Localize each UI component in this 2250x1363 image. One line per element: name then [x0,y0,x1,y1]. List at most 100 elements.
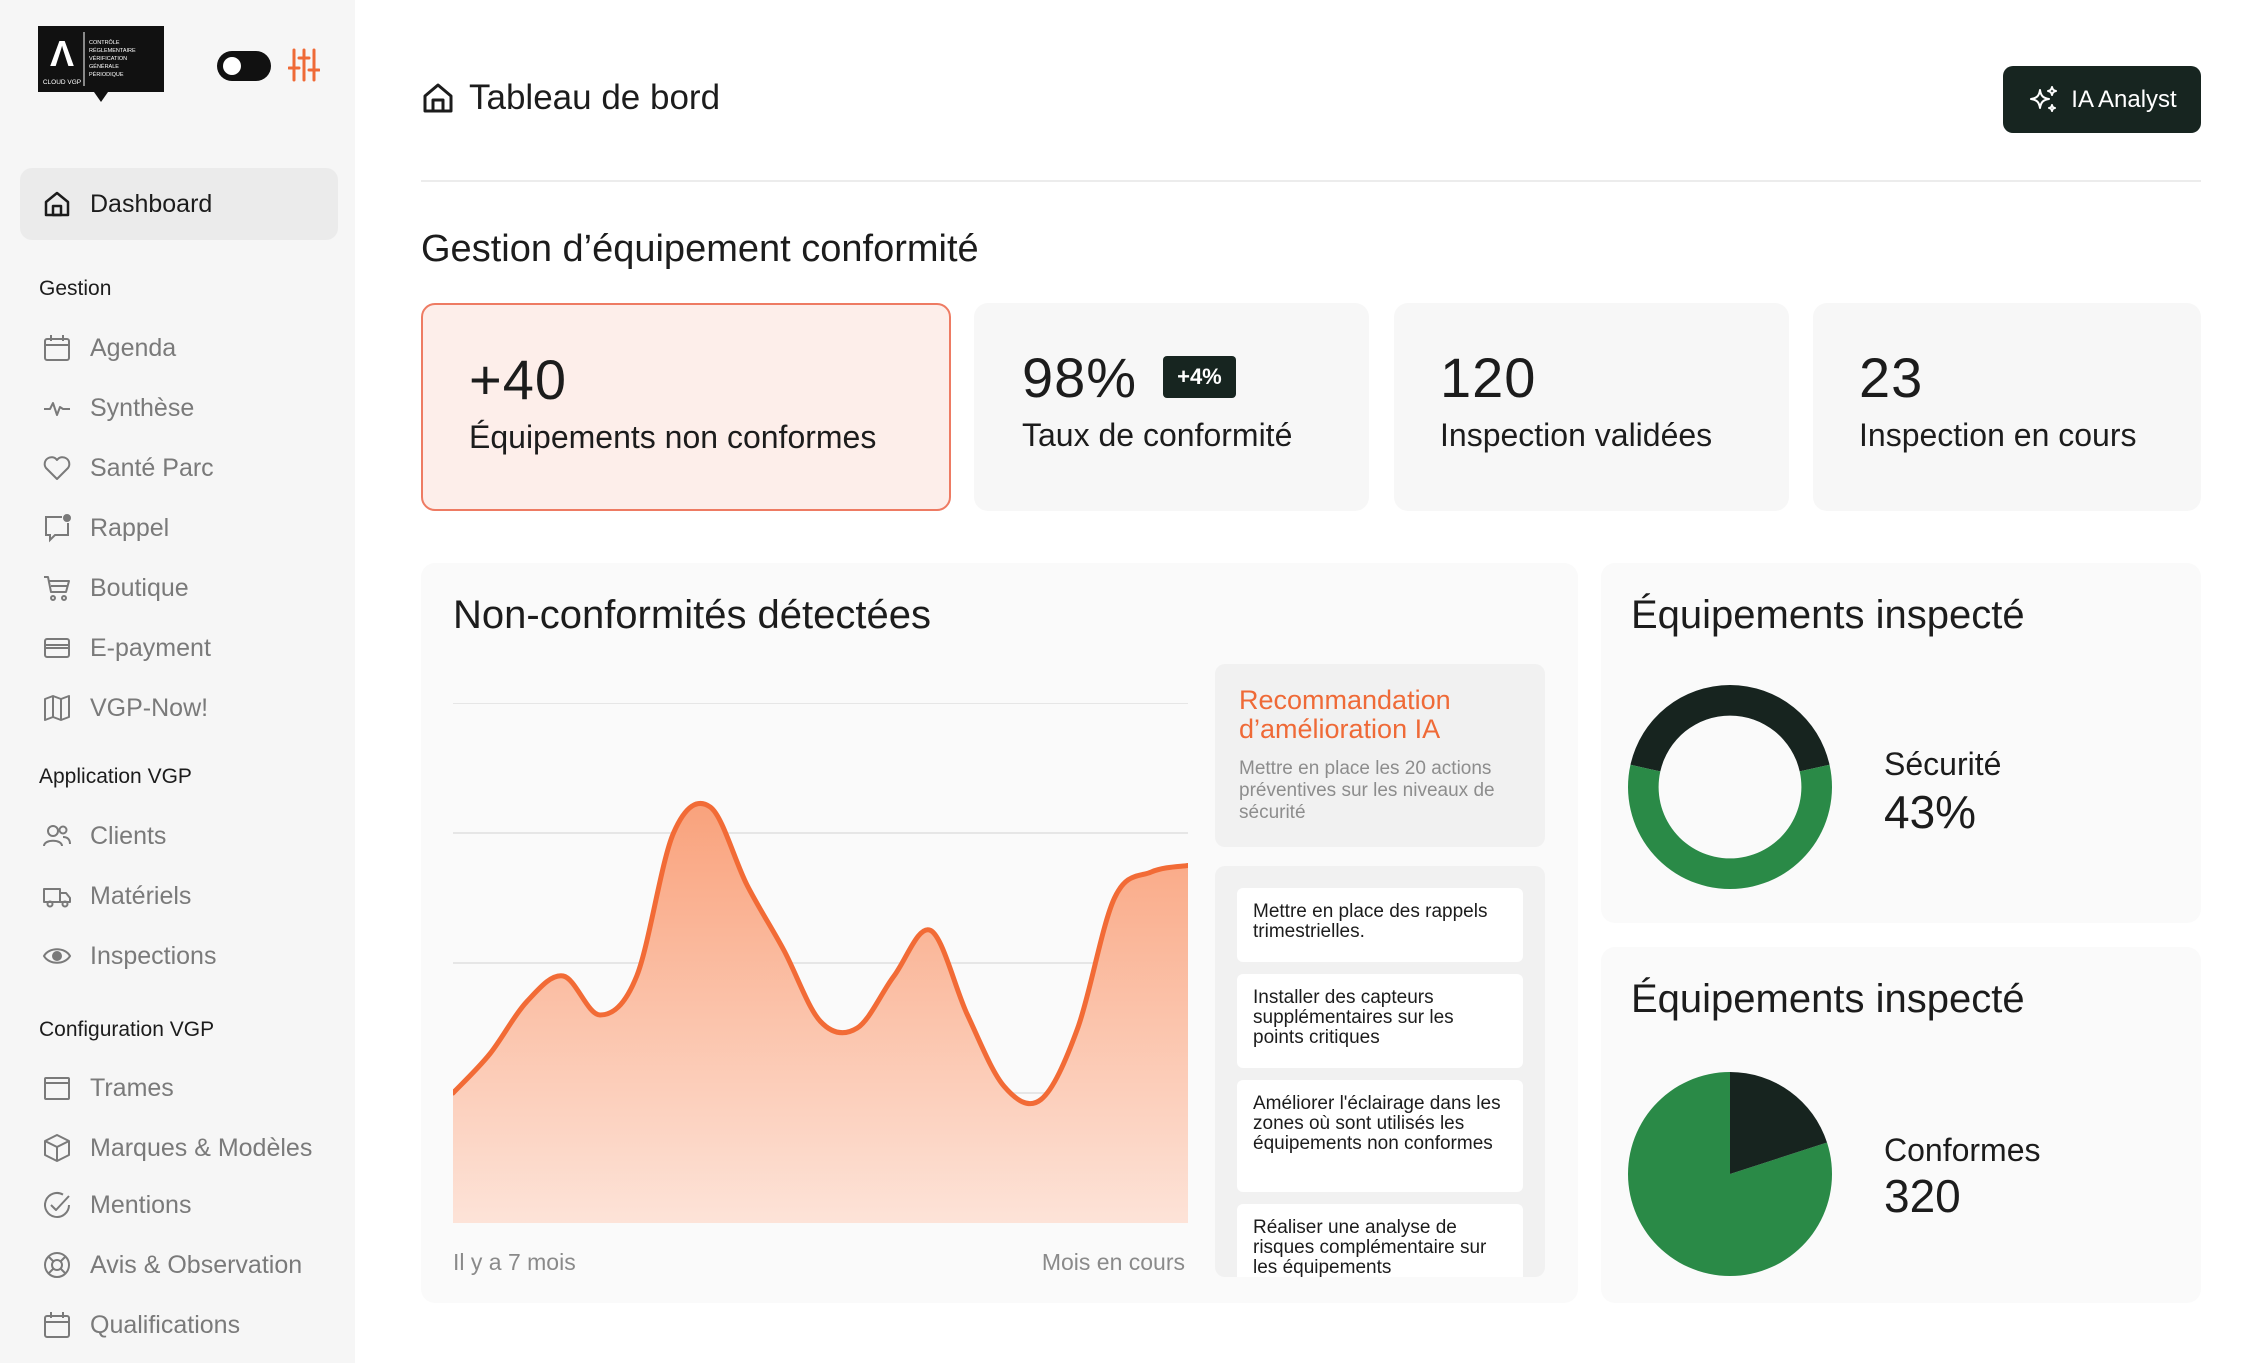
donut-label: Sécurité [1884,746,2002,782]
sidebar-item-label: Trames [90,1073,174,1102]
cart-icon [44,576,70,601]
kpi-card-inspections-validees[interactable]: 120 Inspection validées [1394,303,1789,511]
box-icon [44,1134,70,1162]
kpi-label: Inspection en cours [1859,417,2137,453]
sidebar-item-label: Mentions [90,1190,192,1219]
cloud-vgp-logo[interactable]: Λ CLOUD VGP CONTRÔLE RÉGLEMENTAIRE VÉRIF… [38,26,164,102]
sidebar-item-trames[interactable]: Trames [20,1060,338,1116]
sidebar-item-mentions[interactable]: Mentions [20,1177,338,1233]
sidebar-item-label: Qualifications [90,1310,241,1339]
non-conformites-area-chart [453,703,1188,1223]
kpi-label: Taux de conformité [1022,417,1293,453]
kpi-value: +40 [469,347,567,411]
sidebar-item-avis-observation[interactable]: Avis & Observation [20,1237,338,1293]
kpi-label: Équipements non conformes [469,419,877,455]
sidebar-item-label: E-payment [90,633,211,662]
sidebar-item-agenda[interactable]: Agenda [20,320,338,376]
chart-area [453,803,1188,1223]
conformes-pie-card: Équipements inspecté Conformes 320 [1601,947,2201,1303]
securite-donut-chart [1628,685,1832,889]
kpi-label: Inspection validées [1440,417,1713,453]
page-header: Tableau de bord [421,78,720,118]
heart-icon [43,456,71,480]
donut-slice-1 [1628,764,1832,889]
calendar-icon [44,1312,70,1338]
sidebar-item-label: Boutique [90,573,189,602]
sidebar-item-label: Rappel [90,513,170,542]
sidebar-item-label: Clients [90,821,167,850]
sidebar-item-label: Inspections [90,941,217,970]
sliders-icon[interactable] [288,48,320,82]
non-conformites-card: Non-conformités détectées Il y a 7 mois … [421,563,1578,1303]
sidebar-item-e-payment[interactable]: E-payment [20,620,338,676]
actions-list[interactable]: Mettre en place des rappels trimestriell… [1215,866,1545,1277]
sidebar-item-synthese[interactable]: Synthèse [20,380,338,436]
logo-letter: Λ [50,33,74,74]
credit-card-icon [44,638,70,658]
sidebar: Λ CLOUD VGP CONTRÔLE RÉGLEMENTAIRE VÉRIF… [0,0,355,1363]
svg-text:VÉRIFICATION: VÉRIFICATION [89,55,127,62]
users-icon [43,825,71,847]
calendar-icon [44,335,70,361]
kpi-card-non-conformes[interactable]: +40 Équipements non conformes [421,303,951,511]
kpi-badge: +4% [1163,356,1236,398]
kpi-card-taux-conformite[interactable]: 98% +4% Taux de conformité [974,303,1369,511]
pie-slice-1 [1730,1072,1828,1174]
svg-text:GÉNÉRALE: GÉNÉRALE [89,63,119,70]
section-title: Gestion d’équipement conformité [421,228,979,270]
home-icon [44,191,70,217]
activity-icon [44,402,70,416]
check-circle-icon [44,1192,70,1218]
nav-section-configuration-vgp: Configuration VGP [39,1018,215,1041]
conformes-pie-chart [1628,1072,1832,1276]
kpi-card-inspections-en-cours[interactable]: 23 Inspection en cours [1813,303,2201,511]
window-icon [44,1077,70,1100]
x-axis-start-label: Il y a 7 mois [453,1249,576,1275]
sidebar-item-label: Santé Parc [90,453,214,482]
chart-title: Non-conformités détectées [453,593,932,637]
chart-line [453,800,1188,1107]
sidebar-item-label: Avis & Observation [90,1250,303,1279]
svg-text:CONTRÔLE: CONTRÔLE [89,39,120,46]
sidebar-item-label: VGP-Now! [90,693,209,722]
kpi-value: 23 [1859,345,1924,409]
donut-value: 43% [1884,786,1977,838]
header-divider [421,180,2201,182]
pie-value: 320 [1884,1170,1961,1222]
sidebar-item-vgp-now[interactable]: VGP-Now! [20,680,338,736]
sidebar-item-materiels[interactable]: Matériels [20,868,338,924]
sidebar-item-dashboard[interactable]: Dashboard [20,168,338,240]
kpi-value: 98% [1022,345,1138,409]
theme-toggle[interactable] [217,51,271,81]
sidebar-item-rappel[interactable]: Rappel [20,500,338,556]
sidebar-item-label: Agenda [90,333,177,362]
pie-label: Conformes [1884,1132,2041,1168]
sidebar-item-sante-parc[interactable]: Santé Parc [20,440,338,496]
card-title: Équipements inspecté [1631,977,2025,1021]
sidebar-item-qualifications[interactable]: Qualifications [20,1297,338,1353]
logo-subtext: CLOUD VGP [43,79,81,86]
nav-section-application-vgp: Application VGP [39,765,192,788]
ai-recommendation-title: Recommandation d’amélioration IA [1239,685,1451,744]
sidebar-item-marques-modeles[interactable]: Marques & Modèles [20,1120,338,1176]
sidebar-item-boutique[interactable]: Boutique [20,560,338,616]
sidebar-item-inspections[interactable]: Inspections [20,928,338,984]
svg-text:RÉGLEMENTAIRE: RÉGLEMENTAIRE [89,47,136,54]
notification-icon [45,514,71,543]
ia-analyst-label: IA Analyst [2071,85,2177,113]
sidebar-item-label: Marques & Modèles [90,1133,313,1162]
action-item[interactable]: Installer des capteurs supplémentaires s… [1237,974,1523,1068]
x-axis-end-label: Mois en cours [1041,1249,1185,1275]
action-item[interactable]: Mettre en place des rappels trimestriell… [1237,888,1523,962]
sidebar-item-label: Synthèse [90,393,195,422]
action-item[interactable]: Améliorer l'éclairage dans les zones où … [1237,1080,1523,1192]
securite-donut-card: Équipements inspecté Sécurité 43% [1601,563,2201,923]
sidebar-item-label: Matériels [90,881,192,910]
sidebar-item-label: Dashboard [90,189,213,218]
ia-analyst-button[interactable]: IA Analyst [2003,66,2201,133]
ai-recommendation-card: Recommandation d’amélioration IA Mettre … [1215,664,1545,847]
sidebar-item-clients[interactable]: Clients [20,808,338,864]
sparkles-icon [2030,85,2058,112]
action-item[interactable]: Réaliser une analyse de risques compléme… [1237,1204,1523,1277]
kpi-value: 120 [1440,345,1537,409]
